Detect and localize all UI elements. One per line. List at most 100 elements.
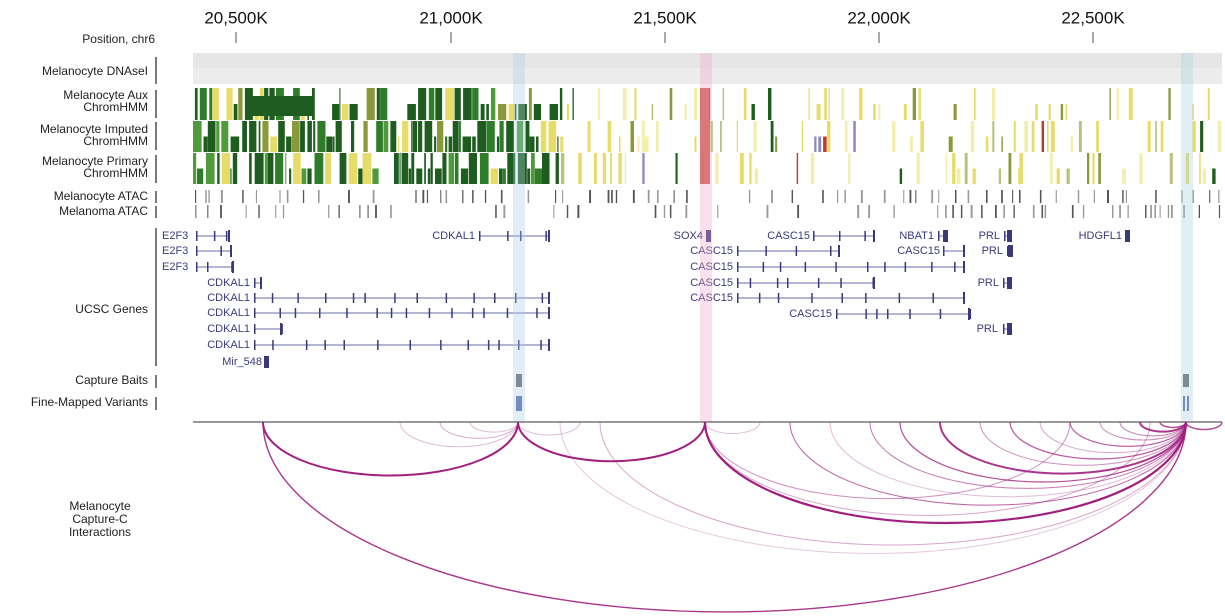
gene-exon [943, 230, 948, 242]
feature-mark [1183, 396, 1185, 411]
chromhmm-state [566, 104, 570, 120]
track-label: Melanocyte ATAC [54, 189, 149, 203]
gene-exon [548, 307, 550, 319]
chromhmm-state [424, 153, 426, 184]
atac-peak [422, 190, 425, 203]
gene-exon [737, 246, 739, 256]
atac-peak [1155, 190, 1157, 203]
gene-exon [376, 308, 378, 318]
chromhmm-state [363, 121, 368, 152]
chromhmm-state [242, 121, 247, 152]
gene-exon [795, 246, 798, 256]
chromhmm-state [407, 104, 416, 120]
gene-exon [364, 293, 366, 303]
gene-label: CASC15 [789, 308, 832, 320]
gene-exon [840, 278, 842, 288]
axis-tick-label: 22,500K [1061, 8, 1125, 27]
chromhmm-state [258, 121, 261, 152]
chromhmm-state [286, 136, 292, 152]
atac-peak [220, 190, 223, 203]
atac-peak [208, 190, 210, 203]
chromhmm-state [275, 153, 284, 184]
atac-peak [1198, 205, 1201, 218]
chromhmm-state [1155, 121, 1157, 152]
chromhmm-state [366, 88, 375, 120]
gene-exon [232, 261, 234, 273]
chromhmm-state [300, 121, 305, 152]
gene-exon [390, 308, 393, 318]
chromhmm-state [948, 136, 953, 152]
atac-peak [1041, 205, 1044, 218]
gene-exon [864, 231, 866, 241]
chromhmm-state [1128, 88, 1133, 120]
gene-exon [377, 340, 379, 350]
chromhmm-state [684, 104, 687, 120]
interaction-arc [979, 421, 1187, 466]
atac-peak [1044, 205, 1047, 218]
track-label: Capture Baits [75, 373, 148, 387]
chromhmm-state [1065, 104, 1067, 120]
chromhmm-state [262, 121, 269, 152]
gene-exon [1003, 324, 1005, 334]
gene-exon [297, 293, 299, 303]
chromhmm-state [1018, 168, 1020, 184]
track-label: Melanocyte DNAseI [42, 64, 148, 78]
chromhmm-state [1139, 153, 1143, 184]
chromhmm-state [207, 121, 216, 152]
gene-exon [776, 278, 779, 288]
chromhmm-state [477, 121, 487, 152]
gene-exon [969, 309, 972, 319]
gene-exon [931, 262, 933, 272]
atac-peak [275, 205, 277, 218]
gene-exon [963, 261, 965, 273]
atac-peak [195, 205, 197, 218]
interaction-arc [829, 421, 1187, 498]
chromhmm-state [749, 153, 752, 184]
atac-peak [647, 190, 650, 203]
chromhmm-state [517, 153, 527, 184]
atac-peak [883, 190, 886, 203]
atac-peak [440, 190, 442, 203]
chromhmm-state [238, 88, 243, 120]
chromhmm-state [351, 121, 355, 152]
chromhmm-state [472, 88, 479, 120]
gene-exon [271, 293, 274, 303]
gene-exon [228, 230, 230, 242]
atac-peak [868, 205, 871, 218]
chromhmm-state [534, 168, 543, 184]
axis-tick-label: 22,000K [847, 8, 911, 27]
chromhmm-state [557, 136, 559, 152]
track-label: Melanoma ATAC [59, 204, 148, 218]
chromhmm-state [956, 168, 961, 184]
chromhmm-state [459, 121, 461, 152]
gene-exon [779, 262, 782, 272]
chromhmm-state [559, 88, 563, 120]
chromhmm-state [715, 153, 719, 184]
chromhmm-state [267, 153, 274, 184]
chromhmm-state [770, 121, 774, 152]
chromhmm-state [912, 88, 916, 120]
chromhmm-state [203, 136, 208, 152]
chromhmm-state [292, 121, 300, 152]
atac-peak [611, 190, 613, 203]
chromhmm-state [1050, 121, 1055, 152]
atac-peak [1218, 205, 1221, 218]
gene-exon [762, 262, 765, 272]
chromhmm-state [1041, 121, 1044, 152]
chromhmm-state [610, 153, 612, 184]
chromhmm-state [618, 153, 622, 184]
atac-peak [242, 190, 244, 203]
gene-exon [487, 340, 490, 350]
gene-label: CDKAL1 [432, 230, 475, 242]
chromhmm-state [244, 88, 253, 120]
chromhmm-state [399, 153, 401, 184]
chromhmm-state [945, 153, 947, 184]
gene-exon [394, 293, 396, 303]
chromhmm-state [970, 121, 975, 152]
interaction-arc [939, 421, 1187, 475]
chromhmm-state [221, 121, 229, 152]
atac-peak [1071, 205, 1074, 218]
chromhmm-state [694, 136, 697, 152]
chromhmm-state [427, 168, 431, 184]
